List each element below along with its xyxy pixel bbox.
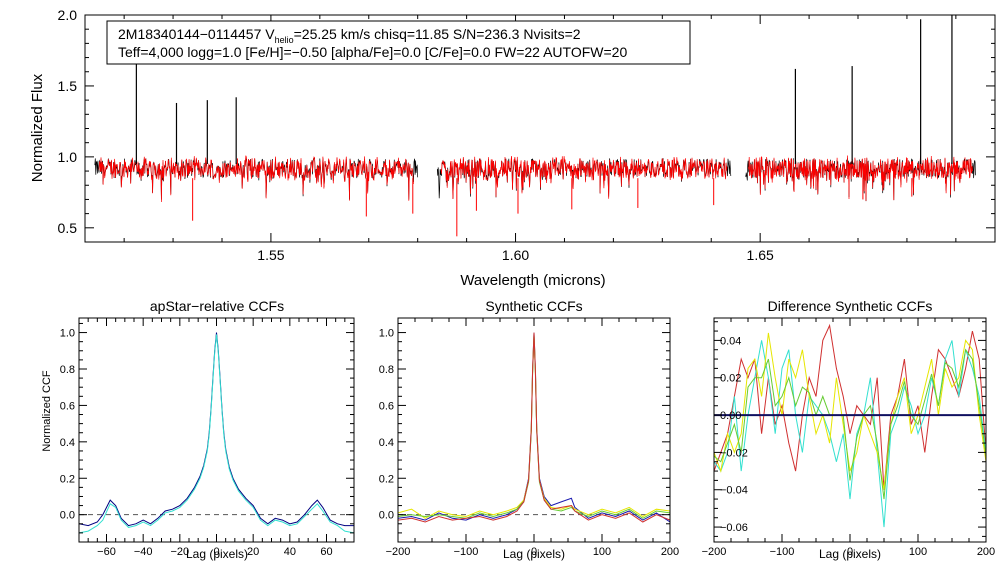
ccf1-xtick-label: −40 (134, 546, 153, 558)
spectrum-info-star: 2M18340144−0114457 V (118, 26, 275, 42)
ccf1-series-visit-2 (79, 334, 354, 534)
ccf3-panel: Difference Synthetic CCFs −200 −100 0 100 20… (702, 298, 996, 561)
ccf1-ytick-label: 0.2 (60, 473, 75, 485)
ccf2-panel: Synthetic CCFs −200 −100 0 100 200 0.0 0.2 0.4 0… (379, 298, 679, 561)
ccf2-ticks: −200 −100 0 100 200 0.0 0.2 0.4 0.6 0.8 1.0 (379, 318, 679, 558)
ccf2-series-template (398, 332, 670, 523)
ccf1-title: apStar−relative CCFs (150, 298, 284, 314)
ccf2-series-combined (398, 332, 670, 523)
ccf3-ytick-label: 0.02 (720, 373, 741, 385)
spectrum-ytick-label: 2.0 (58, 7, 78, 23)
spectrum-ylabel: Normalized Flux (29, 73, 46, 182)
ccf2-ytick-label: 1.0 (379, 328, 394, 340)
ccf2-ytick-label: 0.8 (379, 364, 394, 376)
ccf3-ytick-label: −0.04 (720, 485, 748, 497)
ccf1-xtick-label: 0 (213, 546, 219, 558)
ccf3-ytick-label: 0.00 (720, 410, 741, 422)
ccf1-xtick-label: 40 (284, 546, 296, 558)
ccf1-ytick-label: 0.6 (60, 400, 75, 412)
ccf1-ytick-label: 1.0 (60, 328, 75, 340)
ccf3-ytick-label: −0.02 (720, 447, 748, 459)
ccf2-xlabel: Lag (pixels) (503, 547, 565, 561)
ccf1-ticks: −60 −40 −20 0 20 40 60 0.0 0.2 0.4 0.6 0.8 1.0 (60, 318, 355, 558)
ccf3-xtick-label: −200 (702, 546, 727, 558)
ccf1-panel: apStar−relative CCFs −60 −40 −20 0 20 40 60 0.0… (41, 298, 355, 561)
spectrum-info-stats: =25.25 km/s chisq=11.85 S/N=236.3 Nvisit… (294, 26, 581, 42)
spectrum-ytick-label: 1.5 (58, 78, 78, 94)
ccf2-xtick-label: 0 (531, 546, 537, 558)
ccf2-ytick-label: 0.4 (379, 437, 394, 449)
spectrum-ytick-label: 1.0 (58, 149, 78, 165)
ccf3-series-green (714, 348, 986, 500)
spectrum-xlabel: Wavelength (microns) (460, 272, 605, 289)
spectrum-info-line1: 2M18340144−0114457 Vhelio=25.25 km/s chi… (118, 26, 581, 45)
spectrum-model-chip-2 (440, 155, 728, 200)
spectrum-info-line2: Teff=4,000 logg=1.0 [Fe/H]=−0.50 [alpha/… (118, 44, 627, 60)
ccf3-axes-frame (713, 317, 987, 543)
spectrum-panel: 1.55 1.60 1.65 0.5 1.0 1.5 2.0 2M18340144−0114… (29, 7, 996, 289)
ccf1-ylabel: Normalized CCF (41, 370, 53, 452)
spectrum-ticks: 1.55 1.60 1.65 0.5 1.0 1.5 2.0 (58, 7, 995, 263)
spectrum-xtick-label: 1.65 (747, 247, 774, 263)
ccf1-ytick-label: 0.0 (60, 510, 75, 522)
ccf3-series-yellow (714, 332, 986, 490)
ccf1-ytick-label: 0.8 (60, 364, 75, 376)
ccf1-xtick-label: 60 (320, 546, 332, 558)
ccf3-xtick-label: 0 (847, 546, 853, 558)
spectrum-info-subscript: helio (275, 35, 294, 45)
ccf2-xtick-label: 100 (593, 546, 611, 558)
ccf3-xtick-label: 200 (977, 546, 995, 558)
spectrum-model-chip-1 (98, 155, 414, 203)
spectrum-ytick-label: 0.5 (58, 220, 78, 236)
spectrum-model-chip-3 (748, 155, 973, 201)
ccf1-plot-area (79, 332, 354, 534)
ccf2-axes-frame (397, 317, 671, 543)
spectrum-xtick-label: 1.60 (502, 247, 529, 263)
ccf2-series-visit-1 (398, 334, 670, 519)
ccf2-xtick-label: −100 (454, 546, 479, 558)
ccf1-series-visit-1 (79, 332, 354, 527)
ccf3-ticks: −200 −100 0 100 200 −0.06 −0.04 −0.02 0.00 0.02 0.… (702, 318, 995, 558)
ccf1-xlabel: Lag (pixels) (186, 547, 248, 561)
ccf2-plot-area (398, 332, 670, 523)
ccf1-xtick-label: −60 (97, 546, 116, 558)
spectrum-info-box (106, 20, 691, 65)
ccf1-ytick-label: 0.4 (60, 437, 75, 449)
spectrum-plot-area (94, 15, 976, 237)
ccf3-xlabel: Lag (pixels) (819, 547, 881, 561)
ccf2-xtick-label: 200 (661, 546, 679, 558)
spectrum-xtick-label: 1.55 (257, 247, 284, 263)
ccf2-series-visit-2 (398, 336, 670, 519)
ccf1-xtick-label: 20 (247, 546, 259, 558)
ccf3-plot-area (714, 323, 986, 528)
ccf2-ytick-label: 0.0 (379, 510, 394, 522)
ccf3-xtick-label: 100 (909, 546, 927, 558)
ccf3-series-red (714, 323, 986, 490)
ccf3-ytick-label: 0.04 (720, 335, 741, 347)
ccf1-xtick-label: −20 (170, 546, 189, 558)
ccf2-ytick-label: 0.2 (379, 473, 394, 485)
ccf2-title: Synthetic CCFs (485, 298, 582, 314)
ccf3-ytick-label: −0.06 (720, 522, 748, 534)
ccf2-xtick-label: −200 (386, 546, 411, 558)
ccf3-title: Difference Synthetic CCFs (768, 298, 933, 314)
ccf3-xtick-label: −100 (770, 546, 795, 558)
ccf2-ytick-label: 0.6 (379, 400, 394, 412)
